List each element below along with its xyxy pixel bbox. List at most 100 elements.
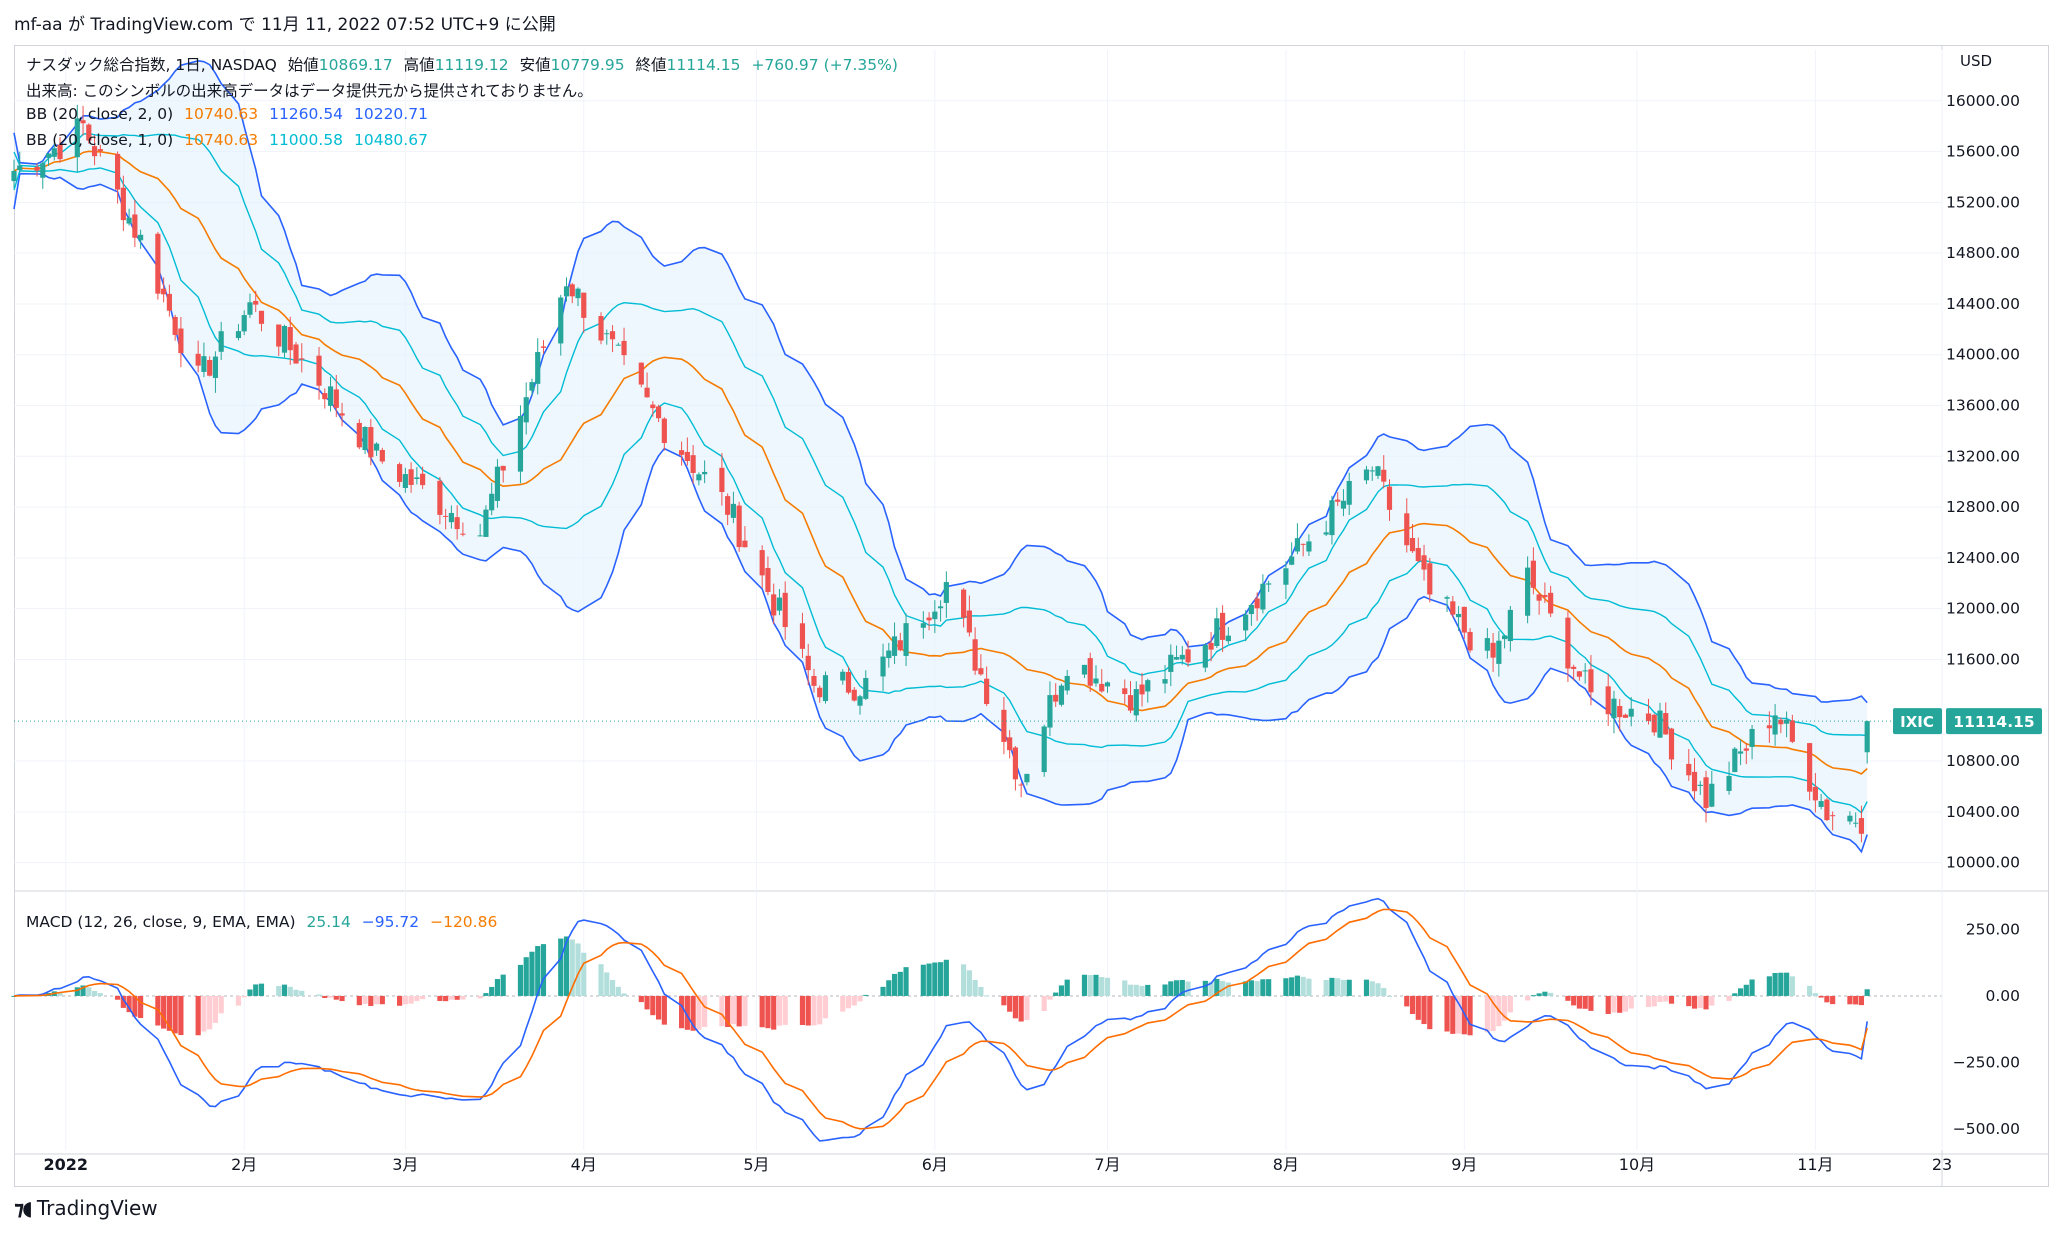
candle-body[interactable] [1450, 601, 1456, 615]
candle-body[interactable] [80, 120, 86, 124]
candle-body[interactable] [1208, 642, 1214, 650]
candle-body[interactable] [356, 422, 362, 448]
candle-body[interactable] [454, 517, 460, 530]
candle-body[interactable] [558, 297, 564, 344]
candle-body[interactable] [782, 592, 788, 628]
candle-body[interactable] [293, 344, 299, 364]
candle-body[interactable] [943, 582, 949, 603]
candle-body[interactable] [1525, 567, 1531, 616]
candle-body[interactable] [863, 678, 869, 699]
candle-body[interactable] [517, 416, 524, 472]
candle-body[interactable] [1582, 670, 1588, 672]
candle-body[interactable] [1772, 715, 1778, 735]
candle-body[interactable] [1490, 642, 1496, 658]
candle-body[interactable] [886, 650, 892, 659]
candle-body[interactable] [1047, 695, 1053, 728]
candle-body[interactable] [771, 594, 777, 616]
candle-body[interactable] [1697, 784, 1703, 786]
candle-body[interactable] [397, 464, 403, 482]
candle-body[interactable] [1461, 606, 1467, 633]
candle-body[interactable] [851, 689, 857, 701]
candle-body[interactable] [817, 687, 823, 698]
candle-body[interactable] [1381, 469, 1387, 482]
candle-body[interactable] [17, 165, 23, 171]
candle-body[interactable] [702, 471, 708, 475]
candle-body[interactable] [1409, 537, 1416, 552]
legend-macd[interactable]: MACD (12, 26, close, 9, EMA, EMA) 25.14 … [26, 913, 503, 931]
candle-body[interactable] [161, 288, 167, 295]
candle-body[interactable] [138, 234, 144, 241]
candle-body[interactable] [1691, 771, 1698, 792]
candle-body[interactable] [1139, 684, 1145, 695]
candle-body[interactable] [281, 325, 288, 353]
candle-body[interactable] [1530, 560, 1536, 588]
candle-body[interactable] [799, 623, 806, 649]
candle-body[interactable] [1053, 694, 1059, 702]
candle-body[interactable] [299, 358, 305, 360]
candle-body[interactable] [241, 315, 247, 332]
candle-body[interactable] [1248, 604, 1254, 615]
candle-body[interactable] [719, 467, 725, 493]
candle-body[interactable] [1087, 658, 1093, 686]
candle-body[interactable] [1300, 543, 1306, 545]
candle-body[interactable] [684, 451, 690, 462]
candle-body[interactable] [1455, 613, 1462, 618]
candle-body[interactable] [1294, 538, 1301, 552]
candle-body[interactable] [1404, 513, 1410, 546]
candle-body[interactable] [1565, 617, 1571, 669]
candle-body[interactable] [1645, 713, 1652, 721]
candle-body[interactable] [938, 606, 944, 609]
candle-body[interactable] [1421, 555, 1427, 570]
candle-body[interactable] [1588, 669, 1594, 693]
candle-body[interactable] [1657, 710, 1663, 738]
candle-body[interactable] [1749, 728, 1755, 747]
candle-body[interactable] [1012, 747, 1018, 780]
candle-body[interactable] [1732, 748, 1738, 773]
candle-body[interactable] [1099, 683, 1105, 692]
candle-body[interactable] [1018, 784, 1024, 786]
candle-body[interactable] [1611, 698, 1617, 719]
candle-body[interactable] [1168, 654, 1174, 672]
candle-body[interactable] [155, 233, 161, 294]
candle-body[interactable] [287, 327, 293, 351]
candle-body[interactable] [1605, 686, 1611, 715]
candle-body[interactable] [655, 406, 662, 419]
candle-body[interactable] [621, 340, 627, 356]
candle-body[interactable] [1185, 649, 1191, 663]
candle-body[interactable] [207, 359, 213, 376]
candle-body[interactable] [195, 353, 201, 366]
candle-body[interactable] [1766, 725, 1772, 729]
legend-symbol[interactable]: ナスダック総合指数, 1日, NASDAQ [26, 56, 277, 74]
candle-body[interactable] [1283, 568, 1289, 585]
candle-body[interactable] [379, 449, 385, 462]
candle-body[interactable] [523, 397, 529, 423]
candle-body[interactable] [339, 413, 345, 416]
candle-body[interactable] [373, 443, 380, 451]
candle-body[interactable] [1484, 638, 1490, 651]
candle-body[interactable] [598, 316, 604, 341]
candle-body[interactable] [45, 153, 52, 158]
candle-body[interactable] [725, 496, 731, 515]
candle-body[interactable] [483, 509, 489, 537]
candle-body[interactable] [120, 187, 126, 221]
candle-body[interactable] [1778, 719, 1784, 725]
candle-body[interactable] [1853, 822, 1859, 824]
candle-body[interactable] [322, 393, 328, 400]
candle-body[interactable] [1663, 713, 1669, 735]
candle-body[interactable] [690, 455, 696, 473]
candle-body[interactable] [1220, 612, 1226, 640]
candle-body[interactable] [811, 675, 817, 686]
candle-body[interactable] [91, 146, 98, 157]
candle-body[interactable] [327, 386, 334, 406]
candle-body[interactable] [172, 317, 178, 335]
candle-body[interactable] [822, 675, 829, 702]
candle-body[interactable] [644, 387, 650, 398]
candle-body[interactable] [258, 310, 265, 324]
candle-body[interactable] [575, 288, 581, 299]
candle-body[interactable] [932, 611, 938, 620]
candle-body[interactable] [1329, 500, 1335, 536]
candle-body[interactable] [1058, 685, 1065, 705]
candle-body[interactable] [1104, 682, 1111, 687]
candle-body[interactable] [857, 696, 863, 706]
